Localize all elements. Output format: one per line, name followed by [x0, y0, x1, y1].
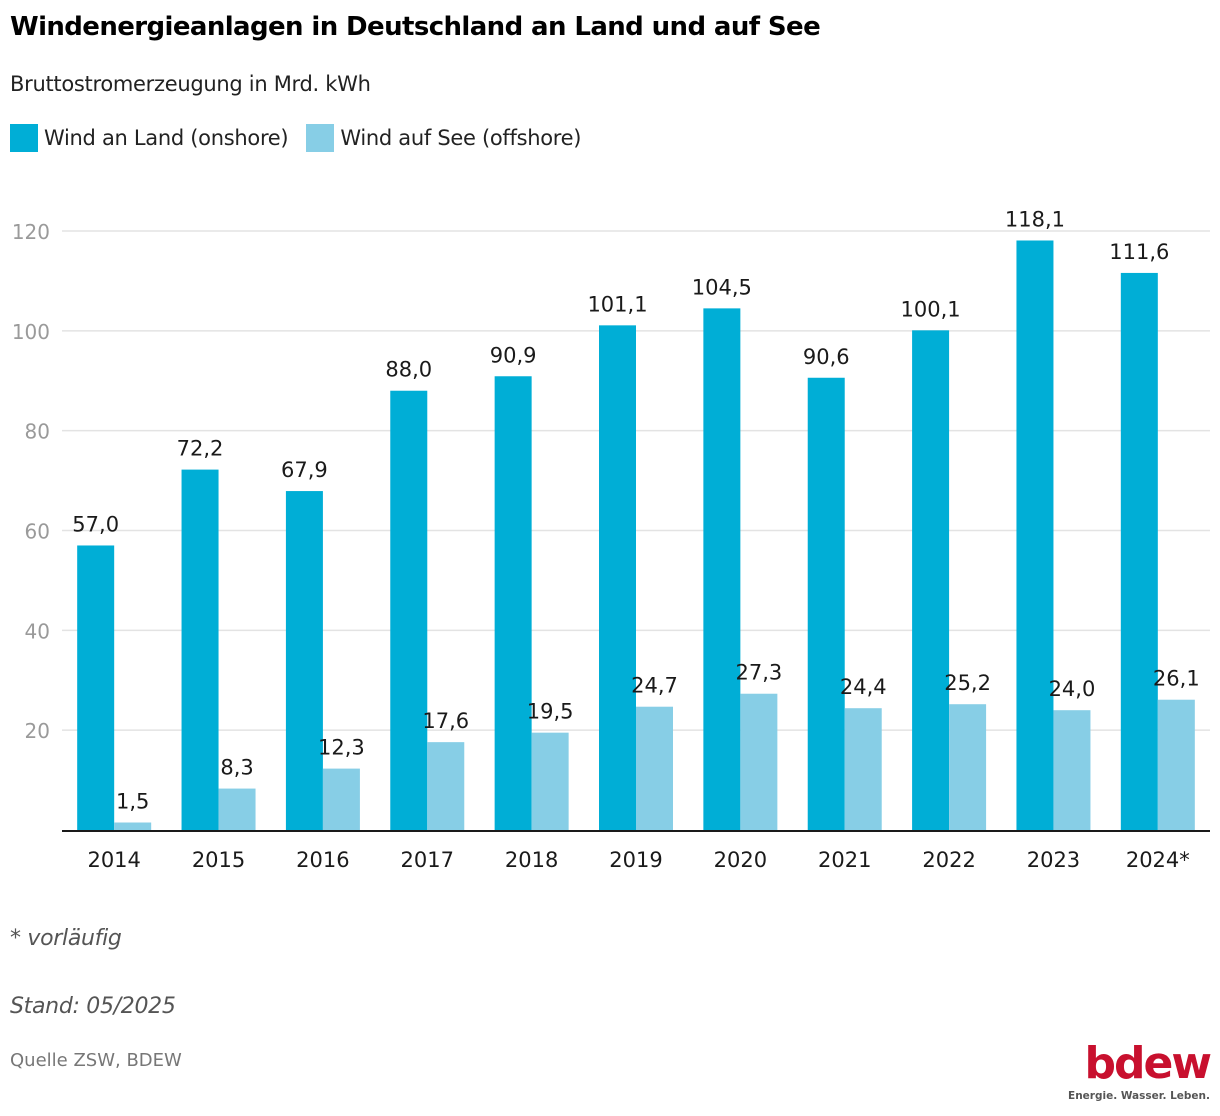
x-tick-label: 2020	[714, 848, 767, 872]
x-tick-label: 2024*	[1126, 848, 1190, 872]
data-label-offshore: 12,3	[318, 736, 365, 760]
y-tick-label: 80	[25, 420, 50, 444]
y-tick-label: 20	[25, 719, 50, 743]
bar-onshore	[390, 390, 428, 830]
bar-offshore	[322, 768, 360, 830]
x-tick-label: 2019	[609, 848, 662, 872]
data-label-offshore: 25,2	[944, 671, 991, 695]
legend-item-onshore: Wind an Land (onshore)	[10, 124, 289, 152]
bar-onshore	[494, 376, 532, 830]
bar-onshore	[703, 308, 741, 830]
bar-onshore	[1016, 240, 1054, 831]
x-tick-label: 2017	[401, 848, 454, 872]
data-label-offshore: 1,5	[116, 790, 149, 814]
x-axis-ticks: 2014 2015 2016 2017 2018 2019 2020 2021 2022 2023…	[87, 848, 1189, 872]
y-tick-label: 120	[12, 220, 50, 244]
legend-swatch-offshore	[306, 124, 335, 152]
y-tick-label: 60	[25, 520, 50, 544]
bar-offshore	[636, 706, 673, 830]
x-tick-label: 2018	[505, 848, 558, 872]
stand-date: Stand: 05/2025	[10, 994, 176, 1019]
legend-label-onshore: Wind an Land (onshore)	[44, 126, 289, 150]
bars	[77, 240, 1195, 831]
chart-subtitle: Bruttostromerzeugung in Mrd. kWh	[10, 72, 371, 96]
data-label-onshore: 67,9	[281, 458, 328, 482]
bar-offshore	[531, 732, 569, 830]
footnote: * vorläufig	[10, 926, 122, 951]
bar-onshore	[1120, 272, 1158, 830]
y-tick-label: 100	[12, 320, 50, 344]
data-label-onshore: 90,9	[490, 343, 537, 367]
bar-offshore	[1157, 699, 1195, 830]
bar-offshore	[427, 742, 465, 830]
data-label-onshore: 90,6	[803, 345, 850, 369]
logo-tagline: Energie. Wasser. Leben.	[1068, 1090, 1210, 1102]
bar-offshore	[1053, 710, 1091, 830]
bar-onshore	[77, 545, 115, 830]
data-label-onshore: 100,1	[901, 297, 961, 321]
x-tick-label: 2023	[1027, 848, 1080, 872]
data-label-offshore: 24,0	[1049, 677, 1096, 701]
x-tick-label: 2014	[87, 848, 140, 872]
bar-offshore	[114, 822, 152, 830]
data-label-onshore: 118,1	[1005, 207, 1065, 231]
chart-title: Windenergieanlagen in Deutschland an Lan…	[10, 12, 821, 42]
data-label-onshore: 104,5	[692, 275, 752, 299]
x-tick-label: 2021	[818, 848, 871, 872]
data-label-onshore: 111,6	[1109, 240, 1169, 264]
bdew-logo: bdew Energie. Wasser. Leben.	[1068, 1038, 1212, 1103]
legend-label-offshore: Wind auf See (offshore)	[340, 126, 582, 150]
bar-onshore	[285, 491, 323, 830]
y-axis-ticks: 20 40 60 80 100 120	[12, 220, 50, 743]
data-label-offshore: 8,3	[220, 756, 253, 780]
bar-offshore	[844, 708, 882, 830]
bar-offshore	[218, 788, 256, 830]
bar-onshore	[912, 330, 950, 830]
x-tick-label: 2016	[296, 848, 349, 872]
source-note: Quelle ZSW, BDEW	[10, 1050, 182, 1071]
data-label-offshore: 24,7	[631, 674, 678, 698]
x-tick-label: 2015	[192, 848, 245, 872]
logo-wordmark: bdew	[1084, 1038, 1212, 1089]
y-tick-label: 40	[25, 619, 50, 643]
data-label-onshore: 101,1	[587, 292, 647, 316]
data-label-offshore: 27,3	[735, 661, 782, 685]
data-label-onshore: 88,0	[385, 358, 432, 382]
bar-chart: 20 40 60 80 100 120 57,0 1,5 72,2 8,3 67,9 12,3 88,…	[12, 207, 1210, 872]
x-tick-label: 2022	[922, 848, 975, 872]
data-label-offshore: 24,4	[840, 675, 887, 699]
bar-offshore	[949, 704, 987, 830]
legend-swatch-onshore	[10, 124, 38, 152]
bar-onshore	[599, 325, 636, 830]
data-label-offshore: 19,5	[527, 700, 574, 724]
legend: Wind an Land (onshore) Wind auf See (off…	[10, 124, 599, 152]
bar-offshore	[740, 693, 778, 830]
data-label-onshore: 57,0	[72, 512, 119, 536]
data-label-offshore: 26,1	[1153, 667, 1200, 691]
data-label-offshore: 17,6	[422, 709, 469, 733]
data-labels: 57,0 1,5 72,2 8,3 67,9 12,3 88,0 17,6 90,9 19,5 10…	[72, 207, 1199, 813]
legend-item-offshore: Wind auf See (offshore)	[306, 124, 581, 152]
data-label-onshore: 72,2	[177, 437, 224, 461]
bar-onshore	[807, 377, 845, 830]
bar-onshore	[181, 469, 219, 830]
